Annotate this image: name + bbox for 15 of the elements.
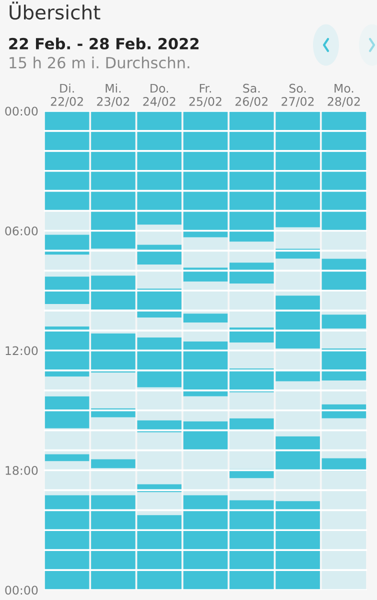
y-tick-label: 00:00 bbox=[5, 106, 38, 116]
x-tick-label: So. 27/02 bbox=[282, 84, 314, 107]
chart-subtitle: 22 Feb. - 28 Feb. 2022 bbox=[9, 38, 199, 50]
y-tick-label: 06:00 bbox=[5, 226, 38, 236]
x-tick-label: Fr. 25/02 bbox=[189, 84, 222, 107]
x-tick-label: Di. 22/02 bbox=[50, 84, 83, 107]
y-tick-label: 12:00 bbox=[6, 346, 38, 356]
y-tick-label: 00:00 bbox=[5, 586, 38, 595]
y-tick-label: 18:00 bbox=[6, 466, 38, 475]
text: 15 h 26 m i. Durchschn. bbox=[10, 56, 190, 68]
x-tick-label: Mo. 28/02 bbox=[328, 84, 360, 107]
x-tick-label: Do. 24/02 bbox=[143, 84, 176, 107]
chart-title: Übersicht bbox=[10, 2, 100, 20]
x-tick-label: Mi. 23/02 bbox=[97, 84, 130, 107]
x-tick-label: Sa. 26/02 bbox=[235, 84, 268, 107]
